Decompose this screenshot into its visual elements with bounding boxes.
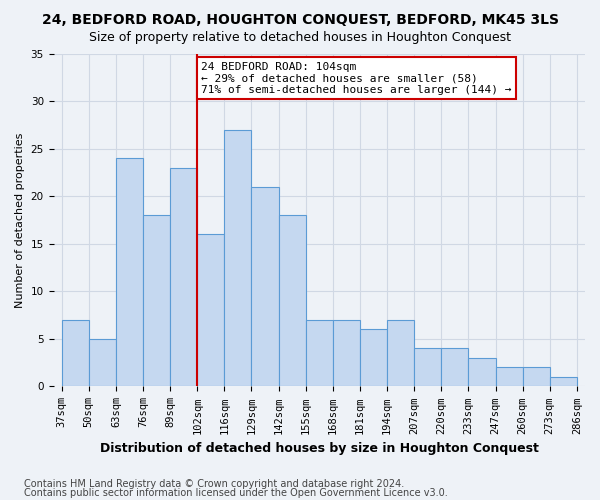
Bar	[550, 377, 577, 386]
Bar	[116, 158, 143, 386]
Y-axis label: Number of detached properties: Number of detached properties	[15, 132, 25, 308]
Bar	[197, 234, 224, 386]
Bar	[224, 130, 251, 386]
Bar	[387, 320, 414, 386]
Bar	[496, 368, 523, 386]
Bar	[89, 339, 116, 386]
Bar	[306, 320, 333, 386]
Bar	[170, 168, 197, 386]
Bar	[360, 330, 387, 386]
Bar	[414, 348, 441, 387]
Text: Contains HM Land Registry data © Crown copyright and database right 2024.: Contains HM Land Registry data © Crown c…	[24, 479, 404, 489]
Bar	[523, 368, 550, 386]
Text: Contains public sector information licensed under the Open Government Licence v3: Contains public sector information licen…	[24, 488, 448, 498]
X-axis label: Distribution of detached houses by size in Houghton Conquest: Distribution of detached houses by size …	[100, 442, 539, 455]
Text: 24, BEDFORD ROAD, HOUGHTON CONQUEST, BEDFORD, MK45 3LS: 24, BEDFORD ROAD, HOUGHTON CONQUEST, BED…	[41, 12, 559, 26]
Bar	[333, 320, 360, 386]
Bar	[251, 187, 278, 386]
Bar	[62, 320, 89, 386]
Text: 24 BEDFORD ROAD: 104sqm
← 29% of detached houses are smaller (58)
71% of semi-de: 24 BEDFORD ROAD: 104sqm ← 29% of detache…	[202, 62, 512, 95]
Bar	[143, 216, 170, 386]
Bar	[278, 216, 306, 386]
Bar	[441, 348, 469, 387]
Bar	[469, 358, 496, 386]
Text: Size of property relative to detached houses in Houghton Conquest: Size of property relative to detached ho…	[89, 31, 511, 44]
